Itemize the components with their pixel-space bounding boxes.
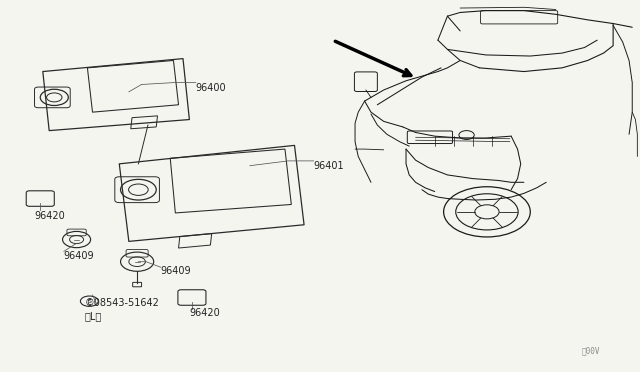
- Text: 96409: 96409: [161, 266, 191, 276]
- Text: 陀00V: 陀00V: [582, 346, 600, 355]
- Text: 96420: 96420: [35, 211, 65, 221]
- Text: 96400: 96400: [196, 83, 227, 93]
- Text: ©08543-51642
（L）: ©08543-51642 （L）: [84, 298, 159, 321]
- Text: 96420: 96420: [189, 308, 220, 318]
- Text: 96401: 96401: [314, 161, 344, 171]
- Text: S: S: [88, 299, 92, 304]
- Text: 96409: 96409: [64, 251, 95, 261]
